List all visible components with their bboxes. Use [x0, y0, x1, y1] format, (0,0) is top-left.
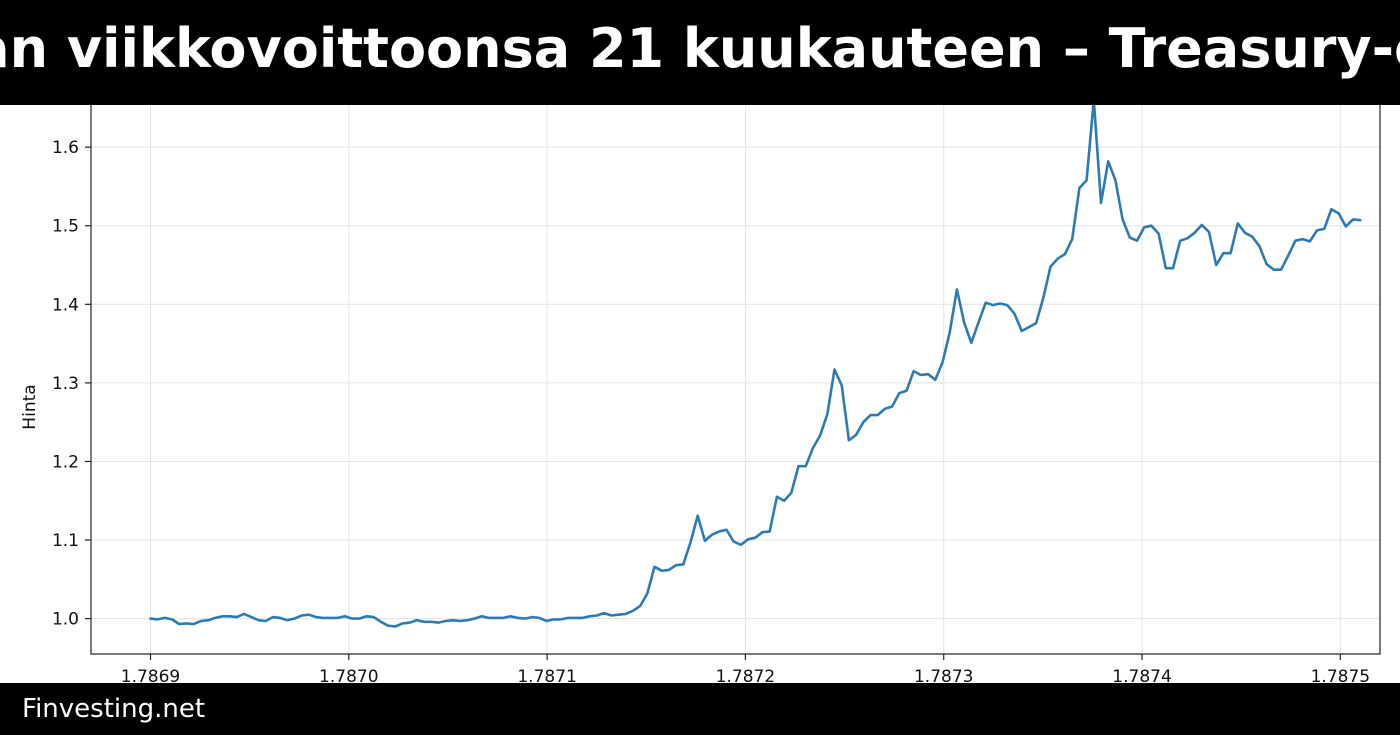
plot-frame — [90, 99, 1381, 655]
y-tick-label: 1.0 — [52, 610, 79, 630]
x-tick-label: 1.7871 — [517, 667, 576, 687]
x-tick-label: 1.7874 — [1112, 667, 1171, 687]
y-tick-label: 1.4 — [52, 295, 79, 315]
x-tick-label: 1.7869 — [121, 667, 180, 687]
axis-ticks: 1.0 1.1 1.2 1.3 1.4 1.5 1.6 1.7869 1.7870 1.7871 1… — [52, 138, 1370, 687]
x-tick-label: 1.7870 — [319, 667, 378, 687]
y-tick-label: 1.2 — [52, 452, 79, 472]
price-line — [149, 98, 1362, 628]
title-bar: aan viikkovoittoonsa 21 kuukauteen – Tre… — [0, 0, 1400, 105]
y-axis-label: Hinta — [20, 384, 40, 429]
y-tick-label: 1.3 — [52, 374, 79, 394]
x-tick-label: 1.7872 — [716, 667, 775, 687]
x-tick-label: 1.7875 — [1311, 667, 1370, 687]
grid-lines — [91, 100, 1380, 654]
footer-bar: Finvesting.net — [0, 683, 1400, 735]
x-tick-label: 1.7873 — [914, 667, 973, 687]
chart-title: aan viikkovoittoonsa 21 kuukauteen – Tre… — [0, 17, 1400, 80]
y-tick-label: 1.6 — [52, 138, 79, 158]
y-tick-label: 1.5 — [52, 217, 79, 237]
y-tick-label: 1.1 — [52, 531, 79, 551]
footer-brand: Finvesting.net — [22, 694, 206, 724]
